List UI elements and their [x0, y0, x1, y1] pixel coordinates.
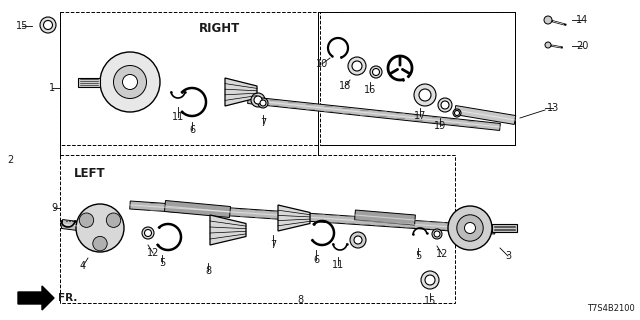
- Bar: [355, 210, 415, 225]
- Circle shape: [100, 52, 160, 112]
- Circle shape: [453, 109, 461, 117]
- Circle shape: [348, 57, 366, 75]
- Circle shape: [544, 16, 552, 24]
- Text: FR.: FR.: [58, 293, 77, 303]
- Polygon shape: [210, 215, 246, 245]
- Text: 12: 12: [147, 248, 159, 258]
- Text: 1: 1: [49, 83, 55, 93]
- Circle shape: [545, 42, 551, 48]
- Text: 7: 7: [270, 240, 276, 250]
- Text: 3: 3: [505, 251, 511, 261]
- Circle shape: [40, 17, 56, 33]
- Text: 6: 6: [313, 255, 319, 265]
- Polygon shape: [225, 78, 257, 106]
- Circle shape: [454, 110, 460, 116]
- Bar: [164, 201, 230, 218]
- Text: 5: 5: [159, 258, 165, 268]
- Polygon shape: [278, 205, 310, 231]
- Circle shape: [419, 89, 431, 101]
- Circle shape: [448, 206, 492, 250]
- Text: 18: 18: [339, 81, 351, 91]
- Circle shape: [142, 227, 154, 239]
- Text: 5: 5: [415, 251, 421, 261]
- Circle shape: [438, 98, 452, 112]
- FancyArrowPatch shape: [390, 69, 397, 74]
- Text: 13: 13: [547, 103, 559, 113]
- Bar: [61, 220, 79, 230]
- Text: 10: 10: [316, 59, 328, 69]
- Circle shape: [79, 213, 93, 228]
- Text: 14: 14: [576, 15, 588, 25]
- Text: 11: 11: [172, 112, 184, 122]
- Bar: [130, 201, 495, 234]
- Text: 15: 15: [16, 21, 28, 31]
- Circle shape: [145, 229, 152, 236]
- FancyBboxPatch shape: [492, 224, 517, 232]
- Circle shape: [457, 215, 483, 241]
- Polygon shape: [18, 286, 54, 310]
- Circle shape: [258, 98, 268, 108]
- Circle shape: [260, 100, 266, 106]
- Circle shape: [352, 61, 362, 71]
- Text: 6: 6: [189, 125, 195, 135]
- Bar: [248, 97, 500, 131]
- Circle shape: [421, 271, 439, 289]
- Circle shape: [251, 93, 265, 107]
- Circle shape: [254, 96, 262, 104]
- Circle shape: [350, 232, 366, 248]
- Circle shape: [93, 236, 108, 251]
- Text: 12: 12: [436, 249, 448, 259]
- Circle shape: [432, 229, 442, 239]
- Text: 8: 8: [205, 266, 211, 276]
- Circle shape: [370, 66, 382, 78]
- Text: 8: 8: [297, 295, 303, 305]
- Text: 16: 16: [364, 85, 376, 95]
- Text: 19: 19: [434, 121, 446, 131]
- Circle shape: [465, 222, 476, 234]
- Text: 7: 7: [260, 118, 266, 128]
- Circle shape: [372, 68, 380, 76]
- Bar: [454, 106, 516, 124]
- Circle shape: [434, 231, 440, 237]
- Circle shape: [414, 84, 436, 106]
- Circle shape: [441, 101, 449, 109]
- Text: 11: 11: [332, 260, 344, 270]
- Text: RIGHT: RIGHT: [200, 22, 241, 35]
- Text: 9: 9: [51, 203, 57, 213]
- Text: 15: 15: [424, 296, 436, 306]
- Text: 4: 4: [80, 261, 86, 271]
- Circle shape: [122, 75, 138, 90]
- Circle shape: [106, 213, 121, 228]
- Circle shape: [354, 236, 362, 244]
- Circle shape: [44, 20, 52, 29]
- Text: 20: 20: [576, 41, 588, 51]
- Circle shape: [76, 204, 124, 252]
- FancyBboxPatch shape: [78, 77, 100, 86]
- Circle shape: [113, 66, 147, 99]
- Text: LEFT: LEFT: [74, 167, 106, 180]
- Text: 2: 2: [7, 155, 13, 165]
- Text: 17: 17: [414, 111, 426, 121]
- Text: T7S4B2100: T7S4B2100: [588, 304, 635, 313]
- Circle shape: [425, 275, 435, 285]
- FancyArrowPatch shape: [403, 69, 410, 74]
